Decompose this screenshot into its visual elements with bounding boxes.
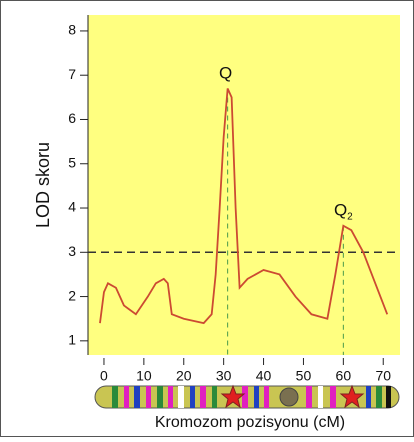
y-tick-label: 4 [68,199,76,215]
x-axis-label: Kromozom pozisyonu (cM) [155,414,345,431]
y-tick-label: 1 [68,332,76,348]
plot-area [88,15,400,355]
x-tick-label: 0 [100,368,108,384]
y-tick-label: 3 [68,243,76,259]
x-tick-label: 70 [375,368,391,384]
peak-label: Q [219,64,232,83]
x-tick-label: 50 [296,368,312,384]
peak-label: Q2 [334,201,353,222]
y-tick-label: 7 [68,66,76,82]
y-tick-label: 8 [68,22,76,38]
chromosome [94,384,400,409]
x-tick-label: 10 [136,368,152,384]
x-tick-label: 20 [176,368,192,384]
y-tick-label: 5 [68,154,76,170]
peak-label-sub: 2 [347,211,353,222]
y-tick-label: 2 [68,287,76,303]
x-tick-label: 40 [256,368,272,384]
data-line [99,88,389,325]
x-tick-label: 30 [216,368,232,384]
y-tick-label: 6 [68,110,76,126]
peak-label-text: Q [219,64,232,83]
y-axis-label: LOD skoru [33,142,53,228]
x-tick-label: 60 [336,368,352,384]
peak-label-text: Q [334,201,347,220]
